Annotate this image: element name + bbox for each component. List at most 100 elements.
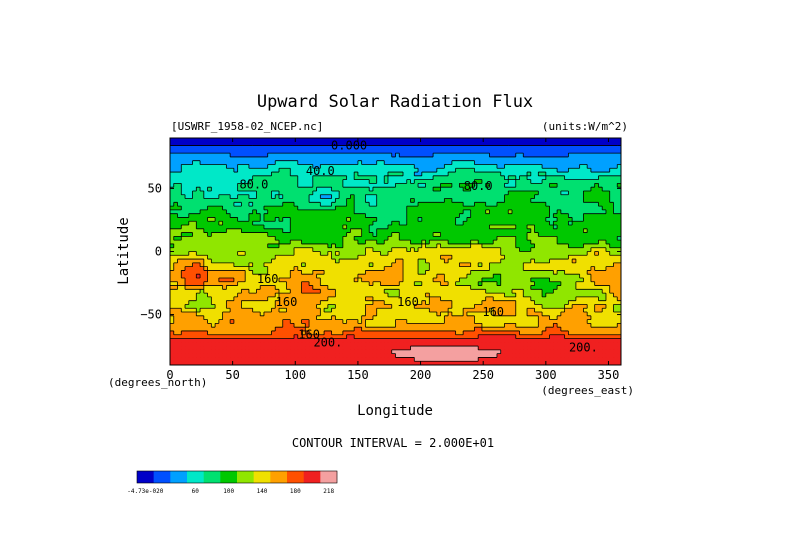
field-cell [474, 168, 479, 173]
field-cell [474, 194, 479, 200]
field-cell [365, 206, 370, 211]
field-cell [192, 266, 197, 272]
field-cell [380, 277, 385, 283]
field-cell [425, 164, 430, 169]
field-cell [538, 149, 543, 154]
field-cell [436, 198, 442, 203]
field-cell [613, 266, 618, 272]
field-cell [421, 175, 427, 181]
field-cell [542, 198, 547, 203]
field-cell [534, 266, 539, 272]
field-cell [470, 266, 476, 272]
field-cell [309, 206, 314, 211]
field-cell [481, 149, 487, 154]
field-cell [418, 247, 423, 253]
field-cell [515, 228, 521, 234]
field-cell [339, 164, 344, 169]
field-cell [575, 262, 581, 268]
field-cell [489, 289, 494, 294]
field-cell [418, 289, 423, 294]
field-cell [320, 160, 325, 166]
field-cell [534, 217, 539, 222]
field-cell [489, 255, 494, 260]
field-cell [542, 149, 547, 154]
field-cell [237, 153, 243, 158]
field-cell [429, 247, 434, 253]
field-cell [312, 236, 318, 241]
field-cell [425, 262, 430, 268]
field-cell [203, 198, 209, 203]
field-cell [433, 221, 438, 226]
field-cell [403, 285, 408, 290]
field-cell [496, 183, 502, 188]
field-cell [305, 277, 310, 283]
field-cell [339, 274, 344, 279]
field-cell [301, 138, 306, 143]
field-cell [177, 236, 182, 241]
field-cell [609, 194, 615, 200]
field-cell [534, 183, 539, 188]
field-cell [463, 198, 468, 203]
field-cell [534, 194, 539, 200]
field-cell [309, 285, 314, 290]
field-cell [312, 266, 318, 272]
field-cell [294, 175, 299, 181]
field-cell [384, 145, 389, 150]
field-cell [248, 156, 254, 162]
field-cell [286, 168, 291, 173]
field-cell [481, 187, 487, 192]
field-cell [613, 168, 618, 173]
field-cell [500, 255, 506, 260]
field-cell [583, 168, 588, 173]
field-cell [605, 221, 611, 226]
field-cell [579, 145, 585, 150]
field-cell [538, 232, 543, 237]
field-cell [369, 175, 374, 181]
field-cell [185, 259, 190, 264]
field-cell [440, 293, 445, 298]
field-cell [414, 175, 419, 181]
field-cell [575, 160, 581, 166]
field-cell [560, 213, 566, 219]
field-cell [222, 213, 227, 219]
field-cell [489, 281, 494, 287]
field-cell [230, 183, 235, 188]
field-cell [241, 221, 246, 226]
field-cell [200, 206, 205, 211]
field-cell [560, 164, 566, 169]
field-cell [451, 202, 457, 207]
field-cell [504, 206, 509, 211]
field-cell [339, 277, 344, 283]
field-cell [350, 217, 355, 222]
field-cell [440, 141, 445, 147]
field-cell [290, 168, 295, 173]
field-cell [192, 190, 197, 196]
field-cell [350, 156, 355, 162]
field-cell [181, 228, 186, 234]
field-cell [485, 240, 491, 245]
field-cell [583, 183, 588, 188]
field-cell [598, 259, 603, 264]
field-cell [493, 138, 498, 143]
field-cell [218, 274, 224, 279]
field-cell [617, 138, 621, 143]
field-cell [215, 236, 220, 241]
field-cell [354, 243, 359, 249]
field-cell [613, 156, 618, 162]
field-cell [429, 153, 434, 158]
field-cell [207, 153, 212, 158]
field-cell [470, 183, 476, 188]
field-cell [444, 266, 449, 272]
field-cell [613, 160, 618, 166]
field-cell [380, 293, 385, 298]
field-cell [301, 293, 306, 298]
field-cell [372, 274, 378, 279]
field-cell [590, 183, 596, 188]
field-cell [451, 141, 457, 147]
field-cell [575, 243, 581, 249]
field-cell [369, 138, 374, 143]
field-cell [391, 228, 397, 234]
field-cell [342, 247, 348, 253]
field-cell [500, 277, 506, 283]
field-cell [455, 240, 460, 245]
